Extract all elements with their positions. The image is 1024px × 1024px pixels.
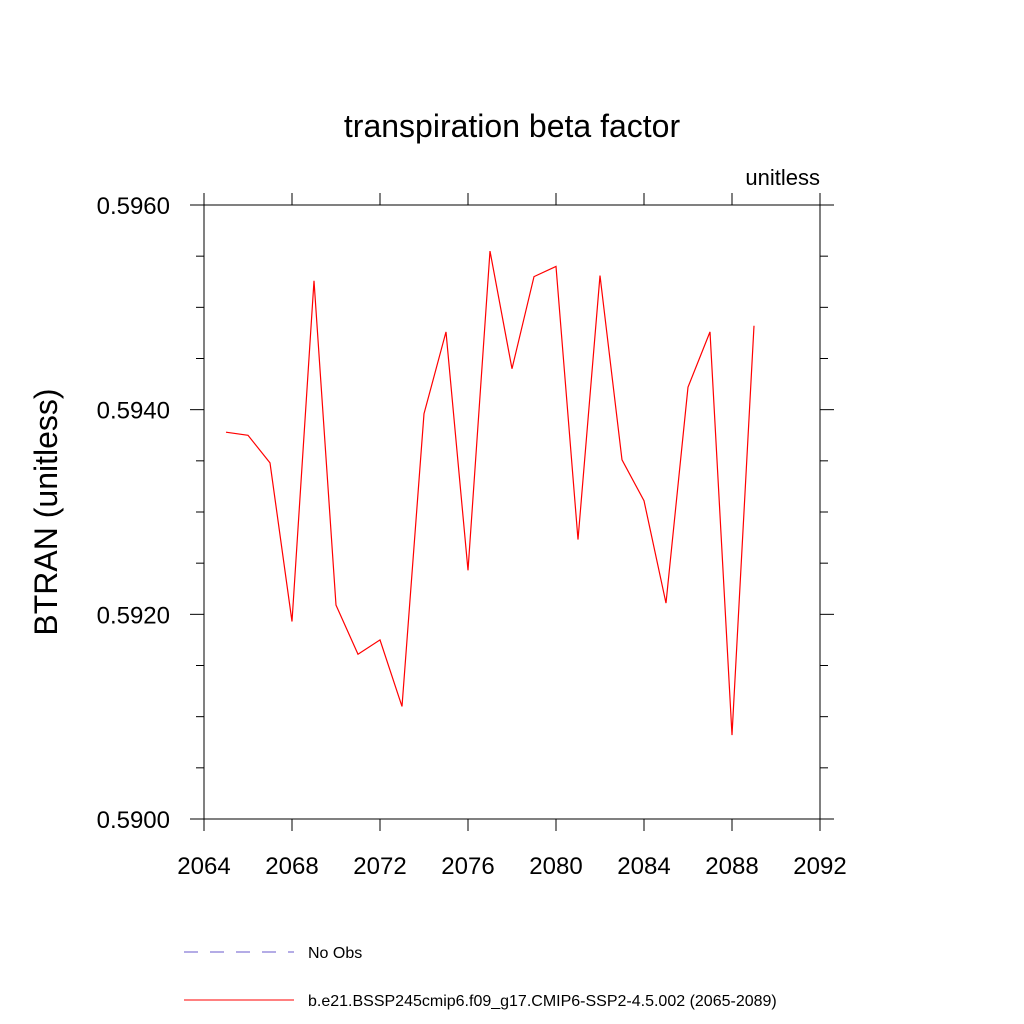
legend-label: No Obs	[308, 945, 362, 962]
x-tick-label: 2076	[441, 853, 494, 880]
units-label: unitless	[745, 165, 820, 190]
x-tick-label: 2064	[177, 853, 230, 880]
x-tick-label: 2080	[529, 853, 582, 880]
y-axis-label: BTRAN (unitless)	[28, 388, 64, 635]
series-line-0	[225, 250, 755, 736]
tick-labels-layer: 2064 2068 2072 2076 2080 2084 2088 2092 0.5900 0.…	[97, 193, 847, 880]
legend: No Obs b.e21.BSSP245cmip6.f09_g17.CMIP6-S…	[184, 945, 777, 1010]
y-tick-label: 0.5940	[97, 398, 170, 425]
legend-label: b.e21.BSSP245cmip6.f09_g17.CMIP6-SSP2-4.…	[308, 993, 777, 1010]
y-tick-label: 0.5960	[97, 193, 170, 220]
x-tick-label: 2092	[793, 853, 846, 880]
x-tick-label: 2088	[705, 853, 758, 880]
y-tick-label: 0.5920	[97, 602, 170, 629]
y-tick-label: 0.5900	[97, 807, 170, 834]
x-tick-label: 2072	[353, 853, 406, 880]
x-tick-label: 2068	[265, 853, 318, 880]
x-tick-label: 2084	[617, 853, 670, 880]
chart-title: transpiration beta factor	[344, 108, 681, 144]
series-layer	[225, 250, 755, 736]
plot-frame	[203, 204, 821, 820]
ticks-layer	[190, 193, 834, 831]
